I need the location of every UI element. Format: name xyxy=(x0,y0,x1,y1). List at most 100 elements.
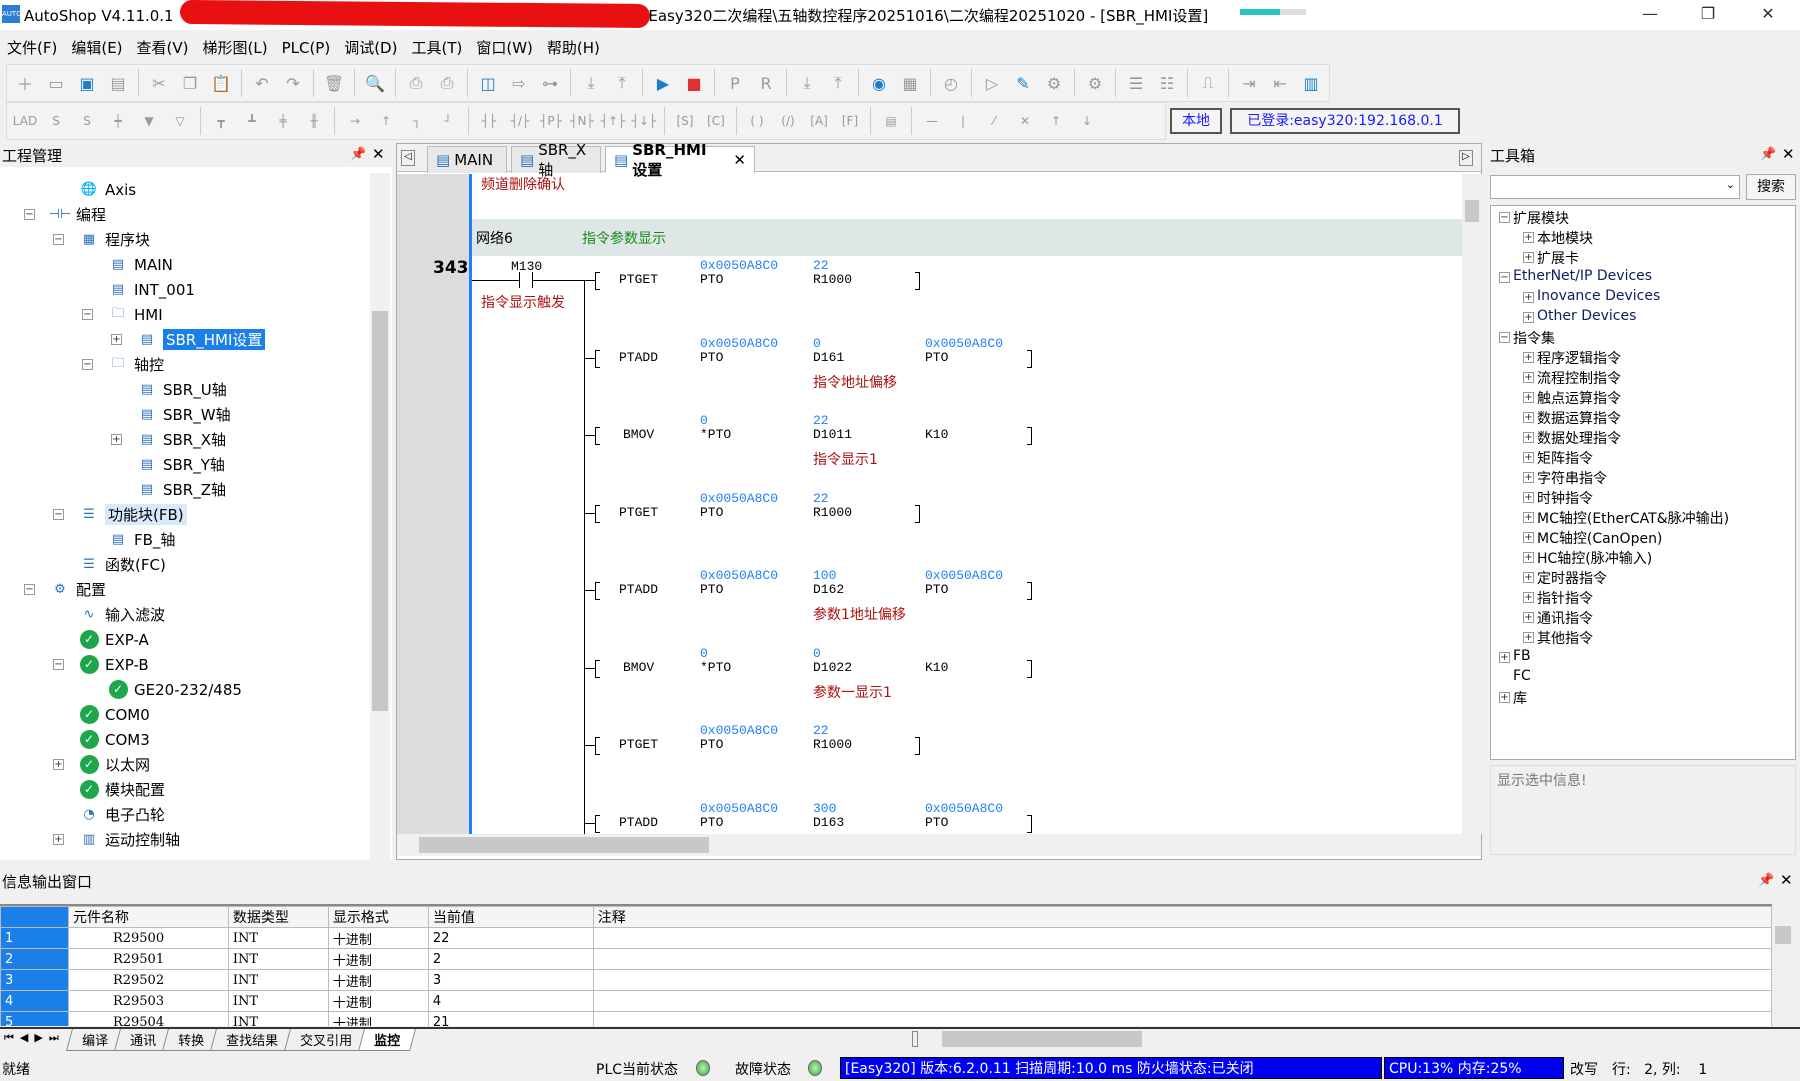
editor-hscroll[interactable] xyxy=(397,834,1481,856)
table-row[interactable]: 1 R29500 INT 十进制 22 xyxy=(0,927,1772,949)
tree-item[interactable]: ✓ 以太网 xyxy=(79,752,150,777)
tree-item[interactable]: ▤ MAIN xyxy=(108,252,173,277)
tree-item[interactable]: ⚙ 配置 xyxy=(50,577,106,602)
chevron-down-icon[interactable]: ⌄ xyxy=(1725,178,1735,191)
stop-button[interactable]: ■ xyxy=(680,69,708,97)
insert-row-button[interactable]: ☰ xyxy=(1122,69,1150,97)
n-contact-button[interactable]: ┤N├ xyxy=(568,107,596,135)
instruction-ptget[interactable]: PTGET 0x0050A8C0 PTO 22 R1000 xyxy=(397,258,1462,328)
toolbox-item[interactable]: 其他指令 xyxy=(1537,631,1593,647)
toolbox-item[interactable]: EtherNet/IP Devices xyxy=(1513,268,1653,284)
save-all-button[interactable]: ▤ xyxy=(104,69,132,97)
toolbox-item[interactable]: 库 xyxy=(1513,691,1527,707)
expand-icon[interactable]: + xyxy=(111,334,122,345)
project-scrollbar[interactable] xyxy=(370,173,390,860)
timer-button[interactable]: ◴ xyxy=(937,69,965,97)
paste-button[interactable]: 📋 xyxy=(207,69,235,97)
redo-button[interactable]: ↷ xyxy=(279,69,307,97)
monitor-io-button[interactable]: ⊶ xyxy=(536,69,564,97)
branch3-button[interactable]: ╪ xyxy=(269,107,297,135)
table-row[interactable]: 3 R29502 INT 十进制 3 xyxy=(0,969,1772,991)
logout-button[interactable]: ⇤ xyxy=(1266,69,1294,97)
tree-item[interactable]: ⊣⊢ 编程 xyxy=(49,202,106,227)
instruction-bmov[interactable]: BMOV 0 *PTO 22 D1011 K10 指令显示1 xyxy=(397,413,1462,483)
expand-icon[interactable]: + xyxy=(1499,692,1510,703)
copy-button[interactable]: ❐ xyxy=(176,69,204,97)
menu-item[interactable]: 编辑(E) xyxy=(71,39,123,57)
tree-item[interactable]: ▤ INT_001 xyxy=(108,277,195,302)
scroll-thumb[interactable] xyxy=(1465,200,1479,222)
menu-item[interactable]: 帮助(H) xyxy=(546,39,600,57)
set-button[interactable]: [S] xyxy=(671,107,699,135)
expand-icon[interactable]: + xyxy=(1523,572,1534,583)
expand-icon[interactable]: + xyxy=(1523,392,1534,403)
expand-icon[interactable]: + xyxy=(53,759,64,770)
expand-icon[interactable]: + xyxy=(1523,632,1534,643)
expand-icon[interactable]: + xyxy=(1523,492,1534,503)
collapse-icon[interactable]: − xyxy=(1499,272,1510,283)
expand-icon[interactable]: + xyxy=(1523,412,1534,423)
splitter-handle[interactable] xyxy=(912,1031,918,1047)
test-button[interactable]: ⎍ xyxy=(1194,69,1222,97)
menu-item[interactable]: 工具(T) xyxy=(411,39,463,57)
expand-icon[interactable]: + xyxy=(1523,532,1534,543)
monitor-button[interactable]: ◉ xyxy=(865,69,893,97)
scroll-thumb[interactable] xyxy=(372,311,388,711)
tree-item[interactable]: ▥ 运动控制轴 xyxy=(79,827,180,852)
slash-button[interactable]: ⁄ xyxy=(980,107,1008,135)
tree-item[interactable]: ▤ SBR_HMI设置 xyxy=(137,327,266,352)
upload-plc-button[interactable]: ⤒ xyxy=(824,69,852,97)
minimize-button[interactable]: — xyxy=(1642,4,1658,23)
toolbox-item[interactable]: FB xyxy=(1513,648,1531,664)
collapse-icon[interactable]: − xyxy=(82,359,93,370)
expand-icon[interactable]: + xyxy=(1523,592,1534,603)
tree-item[interactable]: 🗀 HMI xyxy=(108,302,162,327)
corner2-button[interactable]: ┘ xyxy=(434,107,462,135)
instruction-ptadd[interactable]: PTADD 0x0050A8C0 PTO 0 D161 0x0050A8C0 PTO 指令地址… xyxy=(397,336,1462,406)
branch1-button[interactable]: ┳ xyxy=(207,107,235,135)
scroll-thumb[interactable] xyxy=(419,837,709,853)
contact-button[interactable]: ┿ xyxy=(104,107,132,135)
edit-run-button[interactable]: ▷ xyxy=(978,69,1006,97)
close-panel-icon[interactable]: ✕ xyxy=(1782,145,1795,163)
tree-item[interactable]: ▦ 程序块 xyxy=(79,227,150,252)
scroll-thumb[interactable] xyxy=(1775,926,1791,944)
table-row[interactable]: 2 R29501 INT 十进制 2 xyxy=(0,948,1772,970)
tree-item[interactable]: ▤ SBR_Z轴 xyxy=(137,477,226,502)
column-header[interactable]: 元件名称 xyxy=(67,906,229,928)
network-header[interactable]: 网络6 指令参数显示 xyxy=(472,219,1462,256)
print-button[interactable]: ⎙ xyxy=(433,69,461,97)
counter-button[interactable]: [C] xyxy=(702,107,730,135)
tool-button[interactable]: ⚙ xyxy=(1040,69,1068,97)
window-export-button[interactable]: ⇨ xyxy=(505,69,533,97)
nc-contact-button[interactable]: ┤/├ xyxy=(506,107,534,135)
expand-icon[interactable]: + xyxy=(1499,652,1510,663)
toolbox-item[interactable]: 定时器指令 xyxy=(1537,571,1607,587)
tree-item[interactable]: ☰ 功能块(FB) xyxy=(79,502,187,527)
instruction-ptadd[interactable]: PTADD 0x0050A8C0 PTO 300 D163 0x0050A8C0 PTO xyxy=(397,801,1462,835)
column-header[interactable] xyxy=(0,906,69,928)
menu-item[interactable]: 调试(D) xyxy=(344,39,398,57)
menu-item[interactable]: 查看(V) xyxy=(136,39,189,57)
toolbox-item[interactable]: Other Devices xyxy=(1537,308,1637,324)
restore-button[interactable]: ❐ xyxy=(1700,4,1716,23)
s-box-button[interactable]: S xyxy=(42,107,70,135)
expand-icon[interactable]: + xyxy=(1523,232,1534,243)
login-button[interactable]: ⇥ xyxy=(1235,69,1263,97)
fall-button[interactable]: ┤↓├ xyxy=(630,107,658,135)
expand-icon[interactable]: + xyxy=(1523,512,1534,523)
search-button[interactable]: 🔍 xyxy=(361,69,389,97)
instruction-bmov[interactable]: BMOV 0 *PTO 0 D1022 K10 参数一显示1 xyxy=(397,646,1462,716)
toolbox-item[interactable]: 数据处理指令 xyxy=(1537,431,1621,447)
expand-icon[interactable]: + xyxy=(1523,612,1534,623)
collapse-icon[interactable]: − xyxy=(82,309,93,320)
undo-button[interactable]: ↶ xyxy=(248,69,276,97)
toolbox-item[interactable]: Inovance Devices xyxy=(1537,288,1661,304)
cut-button[interactable]: ✂ xyxy=(145,69,173,97)
menu-item[interactable]: PLC(P) xyxy=(281,39,331,57)
save-button[interactable]: ▣ xyxy=(73,69,101,97)
pin-icon[interactable]: 📌 xyxy=(1758,873,1775,888)
pin-icon[interactable]: 📌 xyxy=(1760,147,1777,162)
plc-button[interactable]: P xyxy=(721,69,749,97)
inv-coil-button[interactable]: (/) xyxy=(774,107,802,135)
